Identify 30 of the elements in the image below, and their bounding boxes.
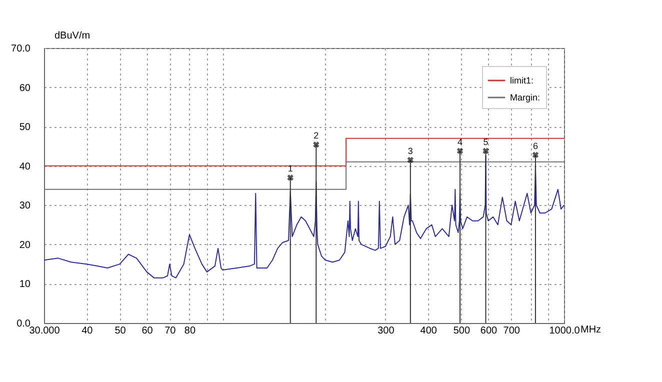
x-tick-label: 600 [480,326,498,336]
y-tick-label: 10 [19,279,31,290]
annotation: 6 [532,140,538,151]
x-tick-label: 70 [164,326,176,336]
y-tick-label: 70.0 [11,44,31,54]
x-tick-label: 30.000 [29,326,60,336]
x-tick-label: 50 [114,326,126,336]
x-tick-label: 40 [82,326,94,336]
x-tick-label: 500 [453,326,470,336]
y-tick-label: 40 [19,161,31,172]
annotation: 4 [458,136,463,147]
legend-label: Margin: [510,92,540,102]
x-tick-label: 400 [420,326,438,336]
annotation: 5 [483,136,488,147]
annotation: 3 [408,146,413,156]
x-axis-title: MHz [580,324,602,336]
x-tick-label: 80 [184,326,196,336]
y-axis-title: dBuV/m [54,30,90,42]
y-tick-label: 60 [19,82,31,94]
annotation: 2 [314,130,319,141]
legend-label: limit1: [510,76,534,86]
annotation: 1 [288,164,293,174]
x-tick-label: 60 [142,326,154,336]
y-tick-label: 30 [19,200,31,212]
x-tick-label: 700 [503,326,520,336]
y-tick-label: 50 [19,122,31,134]
x-tick-label: 1000.0 [549,326,580,336]
y-tick-label: 20 [19,240,31,251]
x-tick-label: 300 [378,326,395,336]
y-tick-label: 0.0 [16,318,31,330]
